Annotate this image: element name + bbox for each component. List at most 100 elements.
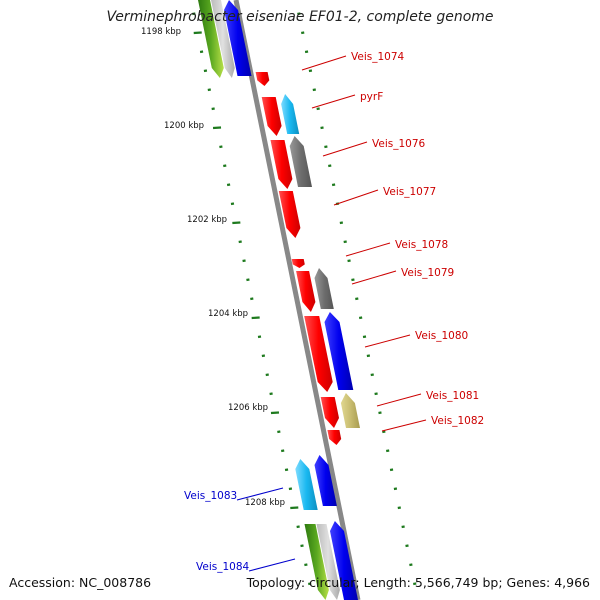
tick-mark [290, 506, 299, 510]
gene-arrow-gray[interactable] [314, 268, 334, 309]
tick-mark [347, 259, 351, 263]
tick-mark [219, 145, 223, 149]
gene-arrow-green[interactable] [304, 524, 329, 600]
tick-mark [374, 392, 378, 396]
leader-line [301, 55, 347, 71]
gene-label-veis-1081[interactable]: Veis_1081 [426, 390, 479, 402]
leader-line [376, 393, 422, 407]
gene-arrow-gray[interactable] [289, 136, 312, 187]
gene-arrow-red[interactable] [304, 316, 333, 392]
gene-arrow-blue[interactable] [314, 455, 337, 506]
tick-mark [370, 373, 374, 377]
gene-arrow-blue[interactable] [330, 521, 358, 600]
gene-label-veis-1078[interactable]: Veis_1078 [395, 239, 448, 251]
gene-arrow-cyan[interactable] [281, 94, 300, 134]
gene-label-veis-1074[interactable]: Veis_1074 [351, 51, 405, 63]
leader-line [248, 558, 296, 572]
tick-mark [301, 31, 305, 35]
tick-mark [355, 297, 359, 301]
tick-mark [203, 69, 208, 73]
tick-mark [238, 240, 242, 244]
tick-mark [362, 335, 367, 339]
tick-mark [281, 449, 285, 453]
map-title: Verminephrobacter eiseniae EF01-2, compl… [106, 9, 494, 25]
gene-label-veis-1083[interactable]: Veis_1083 [184, 490, 237, 502]
tick-mark [270, 411, 280, 415]
tick-mark [351, 278, 355, 282]
gene-arrow-light[interactable] [211, 0, 235, 78]
tick-mark [257, 335, 262, 339]
scale-label-1204: 1204 kbp [208, 309, 248, 319]
gene-arrow-red[interactable] [320, 397, 339, 428]
leader-line [236, 487, 284, 501]
tick-mark [331, 183, 336, 187]
tick-mark [366, 354, 371, 358]
tick-mark [223, 164, 227, 168]
gene-label-veis-1080[interactable]: Veis_1080 [415, 330, 468, 342]
gene-label-veis-1079[interactable]: Veis_1079 [401, 267, 454, 279]
gene-label-veis-1077[interactable]: Veis_1077 [383, 186, 436, 198]
tick-mark [284, 468, 289, 472]
tick-mark [192, 12, 196, 16]
gene-label-veis-1084[interactable]: Veis_1084 [196, 561, 250, 573]
tick-marks [192, 12, 417, 586]
topology-text: Topology: circular; Length: 5,566,749 bp… [246, 575, 590, 590]
scale-label-1200: 1200 kbp [164, 121, 204, 131]
tick-mark [308, 582, 312, 586]
tick-mark [397, 506, 401, 510]
tick-mark [312, 88, 316, 92]
tick-mark [193, 31, 202, 35]
leader-line [322, 141, 368, 157]
scale-label-1208: 1208 kbp [245, 498, 285, 508]
gene-arrow-blue[interactable] [224, 0, 252, 76]
tick-mark [300, 544, 304, 548]
gene-arrow-red[interactable] [296, 271, 316, 312]
tick-mark [386, 449, 390, 453]
tick-mark [242, 259, 246, 263]
tick-mark [212, 126, 222, 130]
tick-mark [339, 221, 344, 225]
tick-mark [288, 487, 293, 491]
gene-arrow-red[interactable] [327, 430, 342, 445]
tick-mark [320, 126, 324, 130]
leader-line [351, 270, 397, 285]
gene-arrow-green[interactable] [198, 0, 224, 78]
tick-mark [409, 563, 413, 567]
leader-line [333, 189, 379, 206]
gene-label-veis-1082[interactable]: Veis_1082 [431, 415, 484, 427]
leader-line [364, 334, 411, 348]
tick-mark [207, 88, 211, 92]
gene-arrow-red[interactable] [278, 191, 301, 238]
gene-arrow-red[interactable] [255, 72, 270, 86]
tick-mark [324, 145, 328, 149]
tick-mark [358, 316, 363, 320]
gene-label-pyrf[interactable]: pyrF [360, 91, 383, 103]
tick-mark [308, 69, 313, 73]
leader-line [345, 242, 391, 257]
leader-line [311, 94, 356, 109]
tick-mark [401, 525, 405, 529]
tick-mark [226, 183, 231, 187]
tick-mark [211, 107, 215, 111]
gene-label-veis-1076[interactable]: Veis_1076 [372, 138, 426, 150]
tick-mark [328, 164, 332, 168]
gene-features [198, 0, 360, 600]
scale-label-1198: 1198 kbp [141, 27, 181, 37]
gene-arrow-light[interactable] [316, 524, 340, 600]
tick-mark [413, 582, 417, 586]
tick-mark [246, 278, 250, 282]
tick-mark [378, 411, 382, 415]
tick-mark [304, 563, 308, 567]
gene-arrow-red[interactable] [270, 140, 293, 189]
gene-arrow-red[interactable] [261, 97, 282, 136]
gene-arrow-blue[interactable] [324, 312, 354, 390]
tick-mark [199, 50, 204, 54]
gene-arrow-cyan[interactable] [295, 459, 318, 510]
leader-line [381, 419, 427, 432]
scale-label-1202: 1202 kbp [187, 215, 227, 225]
tick-mark [269, 392, 273, 396]
gene-arrow-olive[interactable] [340, 393, 360, 428]
gene-arrow-red[interactable] [291, 259, 305, 268]
label-leader-lines [236, 55, 427, 572]
